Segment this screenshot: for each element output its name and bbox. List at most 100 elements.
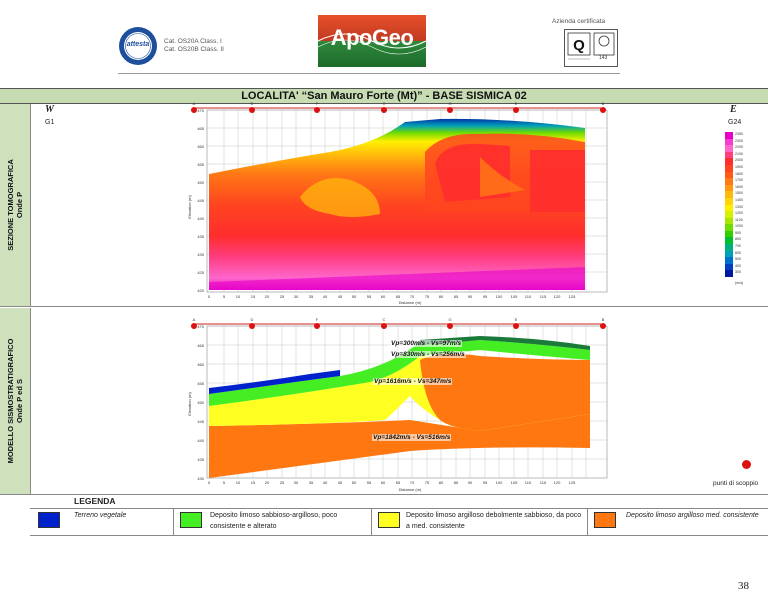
shot-point-label: G <box>448 317 451 322</box>
x-tick: 125 <box>569 294 576 299</box>
color-scale-unit: (m/s) <box>735 281 744 285</box>
x-tick: 50 <box>352 294 357 299</box>
x-tick: 5 <box>223 294 226 299</box>
x-tick: 10 <box>236 480 241 485</box>
shot-point-marker <box>513 323 519 329</box>
legend-item-yellow: Deposito limoso argilloso debolmente sab… <box>371 508 588 535</box>
color-scale-swatch <box>725 270 733 278</box>
x-tick: 25 <box>280 480 285 485</box>
svg-text:Q: Q <box>573 37 585 54</box>
side-label-model: MODELLO SISMOSTRATIGRAFICO Onde P ed S <box>6 339 24 464</box>
tomography-chart: 470 465 460 455 450 445 440 435 430 425 … <box>187 101 608 305</box>
legend-text: Terreno vegetale <box>74 512 127 519</box>
y-tick: 450 <box>197 180 204 185</box>
x-tick: 40 <box>323 480 328 485</box>
category-line-2: Cat. OS20B Class. II <box>164 46 224 53</box>
color-scale-swatch <box>725 263 733 271</box>
color-scale-value: 600 <box>735 250 741 255</box>
color-scale-value: 2350 <box>735 132 743 136</box>
x-tick: 105 <box>511 480 518 485</box>
x-tick: 0 <box>208 294 211 299</box>
velocity-color-scale: 2350 2300 2200 2100 2000 1900 1800 1700 1600 1500… <box>725 132 765 292</box>
shot-point-marker <box>191 323 197 329</box>
legend-title-rule <box>30 508 768 509</box>
legend-item-orange: Deposito limoso argilloso med. consisten… <box>587 508 768 535</box>
color-scale-swatch <box>725 244 733 251</box>
west-label: W <box>45 104 54 115</box>
shot-point-marker <box>381 107 387 113</box>
color-scale-value: 1400 <box>735 197 743 202</box>
y-axis-label: Elevation (m) <box>187 195 192 219</box>
color-scale-swatch <box>725 151 733 159</box>
color-scale-swatch <box>725 237 733 245</box>
x-tick: 55 <box>367 480 372 485</box>
color-scale-value: 1200 <box>735 211 743 216</box>
legend-swatch-yellow <box>378 512 400 528</box>
y-tick: 465 <box>197 126 204 131</box>
x-tick: 20 <box>265 294 270 299</box>
shot-point-marker <box>600 107 606 113</box>
company-logo-text: ApoGeo <box>330 25 414 50</box>
color-scale-swatch <box>725 164 733 172</box>
tomography-shot-points: A D F C G E B <box>191 101 606 113</box>
shot-point-label: A <box>193 102 196 106</box>
shot-point-legend-marker <box>742 460 751 469</box>
shot-point-marker <box>314 323 320 329</box>
x-tick: 115 <box>540 294 547 299</box>
x-tick: 110 <box>525 480 532 485</box>
tomography-velocity-field <box>209 118 585 291</box>
y-tick: 460 <box>197 362 204 367</box>
side-label-tomography-line2: Onde P <box>15 191 24 219</box>
color-scale-value: 800 <box>735 237 741 242</box>
geophone-start-label: G1 <box>45 119 55 126</box>
legend-text: Deposito limoso sabbioso-argilloso, poco… <box>210 512 338 530</box>
x-tick: 10 <box>236 294 241 299</box>
color-scale-swatch <box>725 184 733 192</box>
side-model: MODELLO SISMOSTRATIGRAFICO Onde P ed S <box>0 308 31 494</box>
shot-point-label: B <box>602 317 605 322</box>
color-scale-value: 700 <box>735 244 741 249</box>
legend: LEGENDA Terreno vegetale Deposito limoso… <box>30 495 768 536</box>
tomography-y-axis: 470 465 460 455 450 445 440 435 430 425 … <box>187 108 205 293</box>
x-tick: 70 <box>410 294 415 299</box>
x-tick: 65 <box>396 480 401 485</box>
color-scale-swatch <box>725 178 733 186</box>
color-scale-value: 300 <box>735 270 741 275</box>
velocity-label-2: Vp=830m/s - Vs=256m/s <box>390 351 466 358</box>
color-scale-swatch <box>725 171 733 179</box>
shot-point-legend-label: punti di scoppio <box>713 480 759 487</box>
title-bar: LOCALITA' “San Mauro Forte (Mt)” - BASE … <box>0 88 768 104</box>
header-rule <box>118 73 620 74</box>
velocity-label-1: Vp=300m/s - Vs=97m/s <box>390 340 463 347</box>
y-tick: 445 <box>197 198 204 203</box>
color-scale-value: 1500 <box>735 191 743 196</box>
section-divider <box>0 306 768 307</box>
shot-point-label: D <box>251 102 254 106</box>
attesta-seal-icon: attesta <box>118 26 158 66</box>
color-scale-swatch <box>725 145 733 153</box>
color-scale-swatch <box>725 211 733 218</box>
color-scale-swatch <box>725 191 733 199</box>
legend-item-terreno: Terreno vegetale <box>30 508 173 535</box>
x-tick: 120 <box>554 294 561 299</box>
x-tick: 120 <box>554 480 561 485</box>
x-tick: 45 <box>338 294 343 299</box>
side-tomography: SEZIONE TOMOGRAFICA Onde P <box>0 104 31 306</box>
color-scale-swatch <box>725 138 733 146</box>
apogeo-logo: ApoGeo <box>317 15 427 67</box>
x-tick: 85 <box>454 480 459 485</box>
x-tick: 45 <box>338 480 343 485</box>
x-tick: 60 <box>381 294 386 299</box>
x-tick: 110 <box>525 294 532 299</box>
shot-point-marker <box>600 323 606 329</box>
x-tick: 30 <box>294 294 299 299</box>
x-tick: 5 <box>223 480 226 485</box>
legend-item-green: Deposito limoso sabbioso-argilloso, poco… <box>173 508 372 535</box>
x-tick: 35 <box>309 294 314 299</box>
legend-divider-top <box>0 494 768 495</box>
x-tick: 90 <box>468 294 473 299</box>
color-scale-bar <box>725 132 733 278</box>
x-tick: 75 <box>425 294 430 299</box>
legend-swatch-green <box>180 512 202 528</box>
velocity-label-3: Vp=1616m/s - Vs=347m/s <box>373 378 453 385</box>
